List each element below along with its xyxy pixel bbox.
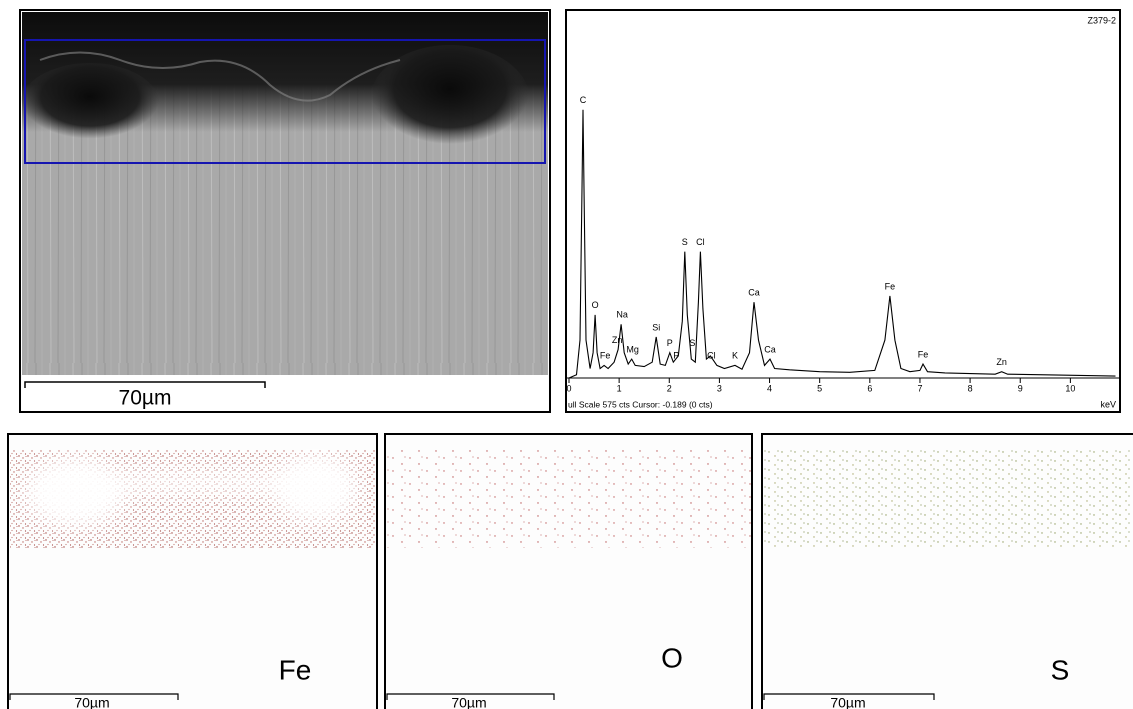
peak-label: Ca [748, 288, 760, 298]
peak-label: S [682, 237, 688, 247]
element-label: O [661, 642, 683, 673]
x-tick-label: 7 [917, 383, 922, 393]
peak-label: S [689, 338, 695, 348]
spectrum-id: Z379-2 [1087, 15, 1116, 25]
peak-label: Zn [996, 357, 1007, 367]
scale-bar-label: 70µm [451, 695, 486, 709]
selection-box [24, 39, 546, 164]
x-axis-label: keV [1100, 399, 1116, 409]
peak-label: Fe [885, 281, 896, 291]
map-void [273, 454, 357, 522]
peak-label: Cl [707, 351, 716, 361]
spectrum-line [568, 109, 1116, 379]
map-s: 70µm S [761, 433, 1133, 709]
map-fe: 70µm Fe [7, 433, 378, 709]
map-void [120, 472, 280, 494]
x-tick-label: 8 [968, 383, 973, 393]
peak-label: Na [616, 310, 628, 320]
x-tick-label: 3 [717, 383, 722, 393]
x-tick-label: 1 [617, 383, 622, 393]
scale-bar [763, 693, 935, 700]
peak-label: C [580, 95, 587, 105]
element-label: Fe [279, 654, 312, 685]
scale-bar-label: 70µm [830, 695, 865, 709]
peak-label: Fe [600, 351, 611, 361]
element-label: S [1051, 654, 1070, 685]
scale-bar-label: 70µm [119, 387, 172, 410]
scale-bar-label: 70µm [74, 695, 109, 709]
status-line: ull Scale 575 cts Cursor: -0.189 (0 cts) [568, 399, 713, 409]
peak-label: Cl [696, 237, 705, 247]
x-tick-label: 6 [867, 383, 872, 393]
scale-bar [386, 693, 555, 700]
map-texture [387, 450, 751, 548]
scale-bar [24, 381, 266, 388]
x-tick-label: 10 [1065, 383, 1075, 393]
map-texture [764, 450, 1132, 548]
scale-bar [9, 693, 179, 700]
x-tick-label: 5 [817, 383, 822, 393]
x-tick-label: 0 [566, 383, 571, 393]
peak-label: P [673, 351, 679, 361]
peak-label: Zn [612, 335, 623, 345]
peak-label: Si [652, 322, 660, 332]
x-tick-label: 4 [767, 383, 772, 393]
peak-label: P [667, 338, 673, 348]
sem-edge [39, 51, 401, 102]
peak-label: Ca [764, 344, 776, 354]
sem-pit [20, 63, 160, 147]
sem-pit [370, 45, 530, 155]
x-tick-label: 9 [1018, 383, 1023, 393]
peak-label: Fe [918, 349, 929, 359]
x-tick-label: 2 [667, 383, 672, 393]
spectrum-panel [565, 9, 1121, 413]
peak-label: K [732, 351, 738, 361]
map-void [25, 458, 125, 526]
peak-label: Mg [626, 344, 639, 354]
peak-label: O [592, 300, 599, 310]
map-o: 70µm O [384, 433, 753, 709]
